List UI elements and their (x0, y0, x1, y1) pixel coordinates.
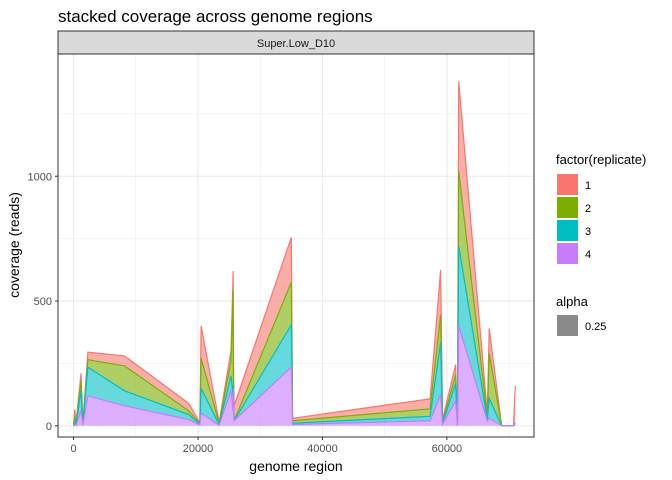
legend-fill-title: factor(replicate) (556, 152, 646, 167)
y-tick-label: 0 (46, 421, 52, 433)
x-axis-title: genome region (249, 458, 342, 474)
legend-fill-keys: 1 2 3 4 (557, 174, 591, 264)
legend-alpha-title: alpha (556, 294, 589, 309)
legend-key-replicate-1 (557, 174, 578, 195)
legend-key-replicate-3 (557, 220, 578, 241)
x-tick-label: 40000 (307, 443, 338, 455)
grid-lines (58, 54, 534, 437)
y-axis-ticks: 0 500 1000 (28, 171, 58, 433)
legend-label-replicate-3: 3 (585, 226, 591, 238)
chart-title: stacked coverage across genome regions (58, 7, 373, 26)
y-tick-label: 500 (34, 296, 52, 308)
legend-alpha-label: 0.25 (585, 321, 606, 333)
legend: factor(replicate) 1 2 3 4 alpha 0.25 (556, 152, 646, 336)
legend-key-replicate-2 (557, 197, 578, 218)
area-outline-replicate-4 (73, 325, 516, 427)
legend-alpha-key (557, 315, 578, 336)
legend-key-replicate-4 (557, 243, 578, 264)
legend-label-replicate-4: 4 (585, 249, 591, 261)
x-axis-ticks: 0 20000 40000 60000 (70, 437, 462, 455)
legend-label-replicate-2: 2 (585, 203, 591, 215)
x-tick-label: 0 (70, 443, 76, 455)
area-layer (72, 81, 516, 427)
x-tick-label: 20000 (183, 443, 214, 455)
panel-border (57, 53, 535, 438)
facet-strip-label: Super.Low_D10 (257, 38, 335, 50)
y-tick-label: 1000 (28, 171, 52, 183)
legend-label-replicate-1: 1 (585, 180, 591, 192)
x-tick-label: 60000 (432, 443, 463, 455)
area-replicate-4 (73, 325, 516, 426)
y-axis-title: coverage (reads) (6, 192, 22, 298)
